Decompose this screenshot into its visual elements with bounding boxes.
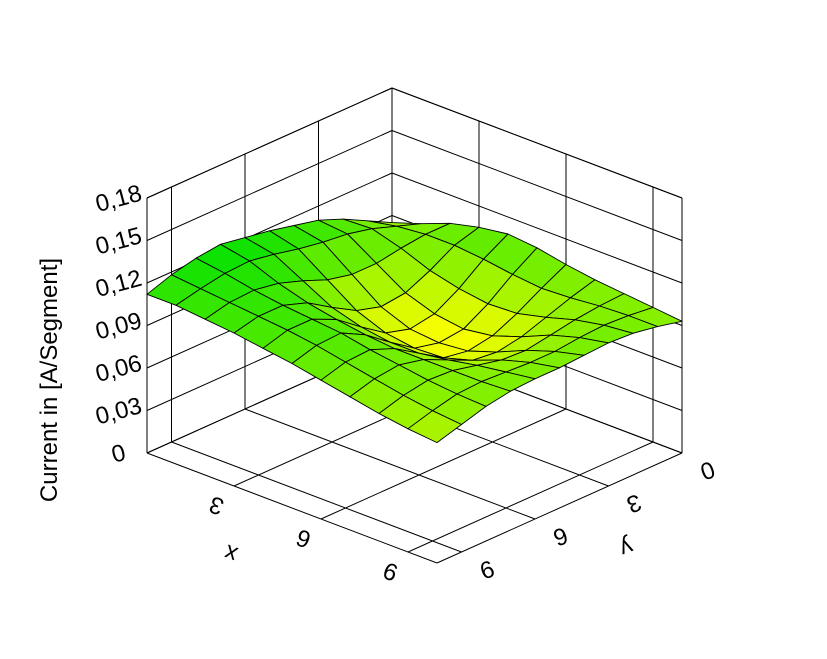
floor-edge (436, 452, 683, 564)
z-tick-label: 0,03 (93, 392, 145, 430)
z-gridline-left-wall (146, 87, 393, 199)
x-tick-label: 3 (206, 490, 228, 520)
x-tick-label: 6 (293, 523, 315, 553)
y-tick-label: 3 (623, 488, 645, 518)
y-axis-label: y (616, 533, 637, 562)
x-axis-label: x (221, 539, 242, 568)
z-tick-label: 0,12 (93, 265, 145, 303)
z-gridline-left-wall (146, 130, 393, 241)
y-floor-gridline (244, 408, 536, 520)
z-gridline-right-wall (391, 87, 683, 199)
floor-edge (146, 452, 438, 564)
surface-layer (146, 218, 683, 444)
z-gridline-right-wall (391, 130, 683, 241)
surface-cell (407, 410, 462, 444)
y-tick-label: 0 (697, 455, 719, 485)
x-floor-gridline (320, 408, 567, 520)
z-tick-label: 0,09 (93, 307, 145, 345)
y-tick-label: 6 (550, 521, 572, 551)
z-tick-label: 0,15 (93, 222, 145, 260)
z-tick-label: 0,18 (93, 180, 145, 218)
z-gridline-right-wall (391, 172, 683, 284)
z-tick-label: 0 (109, 439, 129, 469)
x-tick-label: 9 (380, 556, 402, 586)
z-tick-label: 0,06 (93, 350, 145, 388)
y-tick-label: 9 (476, 554, 498, 584)
z-axis-label: Current in [A/Segment] (36, 258, 63, 502)
x-floor-gridline (407, 441, 654, 553)
y-floor-gridline (171, 441, 462, 553)
